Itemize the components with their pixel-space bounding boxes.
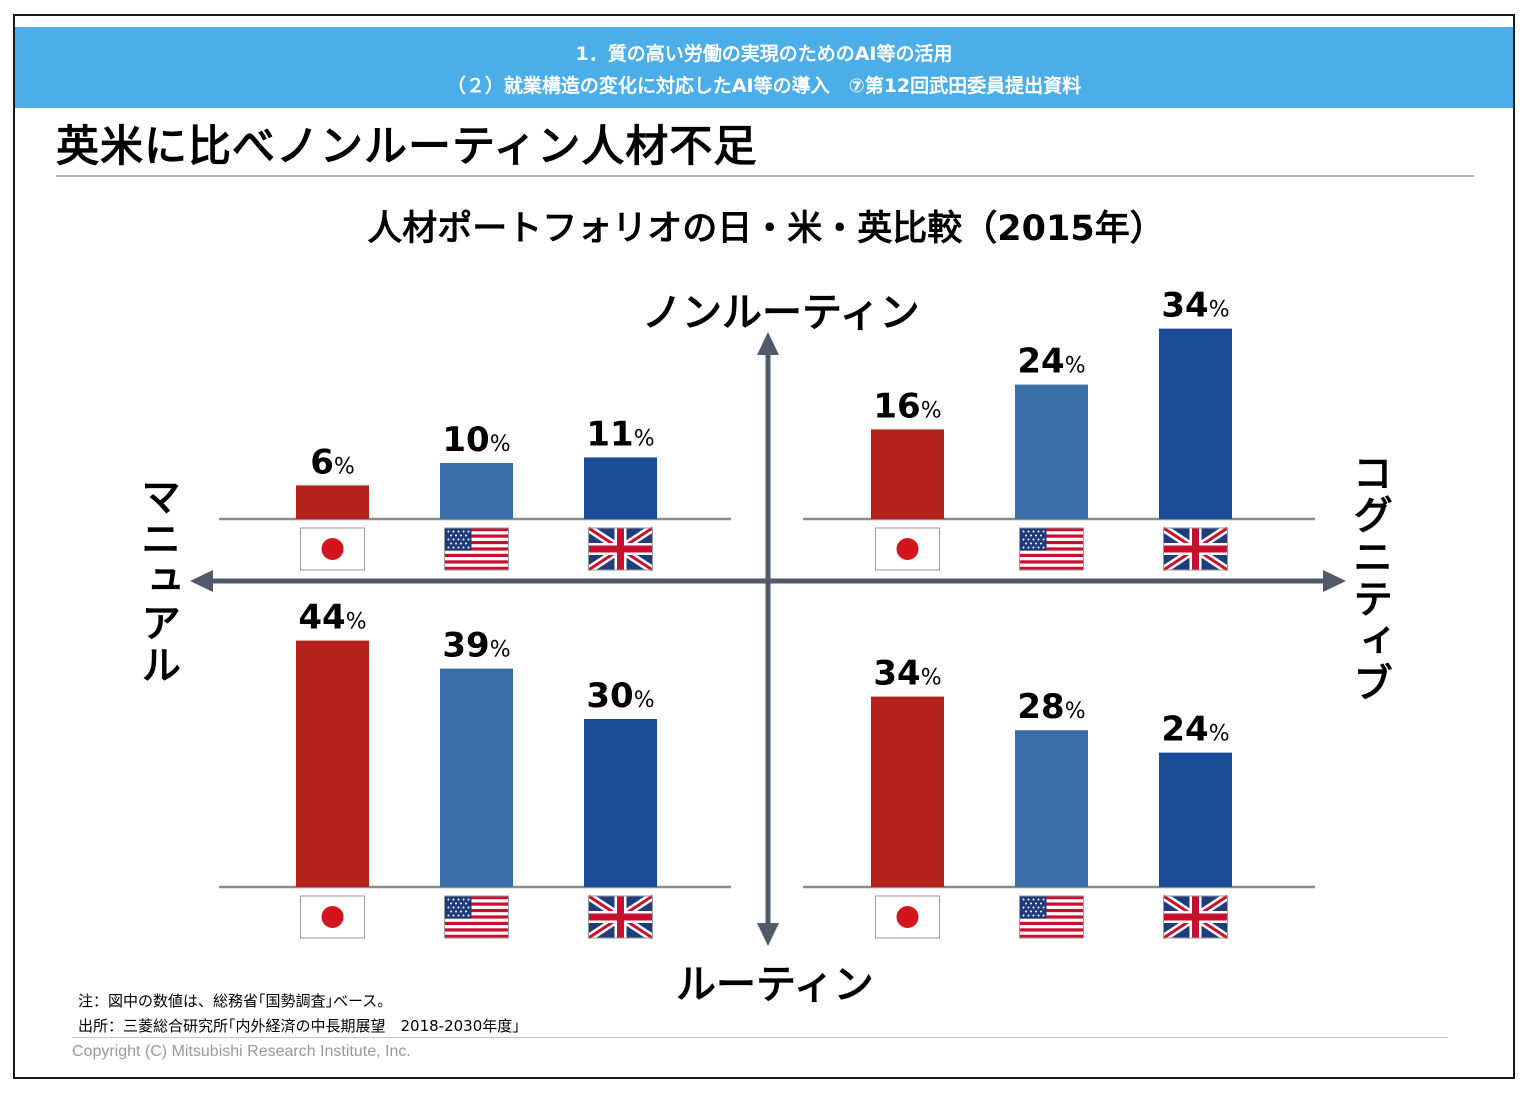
bar-nonroutine-cognitive-japan (871, 429, 944, 519)
page-title: 英米に比べノンルーティン人材不足 (56, 122, 758, 172)
data-label-nonroutine-cognitive-uk: 34% (1161, 286, 1229, 326)
bar-routine-manual-japan (296, 640, 369, 887)
japan-flag-icon (300, 527, 365, 571)
bar-routine-cognitive-usa (1015, 730, 1088, 887)
copyright: Copyright (C) Mitsubishi Research Instit… (72, 1043, 411, 1060)
bar-routine-cognitive-uk (1159, 752, 1232, 887)
japan-flag-icon (300, 895, 365, 939)
header-line-2: （２）就業構造の変化に対応したAI等の導入 ⑦第12回武田委員提出資料 (446, 75, 1082, 97)
data-label-nonroutine-manual-japan: 6% (310, 442, 355, 482)
data-label-routine-manual-japan: 44% (298, 598, 366, 638)
data-label-routine-cognitive-japan: 34% (873, 654, 941, 694)
bar-routine-manual-uk (584, 719, 657, 887)
bar-nonroutine-manual-usa (440, 463, 513, 519)
uk-flag-icon (1164, 528, 1228, 570)
data-label-nonroutine-cognitive-japan: 16% (873, 386, 941, 426)
footer-divider (72, 1037, 1448, 1038)
axis-arrow-up-icon (757, 332, 779, 355)
bar-nonroutine-cognitive-uk (1159, 328, 1232, 519)
axis-arrow-left-icon (190, 570, 213, 592)
bars-layer: 6% 10% 11% 16% 24% 34% 44% 39% 30% 34% 28% 24% (296, 286, 1232, 938)
bar-nonroutine-manual-japan (296, 485, 369, 519)
axis-arrow-right-icon (1323, 570, 1346, 592)
uk-flag-icon (589, 896, 653, 938)
usa-flag-icon (1019, 527, 1084, 571)
footnote: 注：図中の数値は、総務省｢国勢調査｣ベース。 (78, 992, 393, 1010)
usa-flag-icon (1019, 895, 1084, 939)
title-divider (56, 175, 1474, 177)
header-banner: 1．質の高い労働の実現のためのAI等の活用 （２）就業構造の変化に対応したAI等… (15, 27, 1513, 108)
bar-nonroutine-cognitive-usa (1015, 384, 1088, 519)
usa-flag-icon (444, 527, 509, 571)
data-label-routine-manual-usa: 39% (442, 626, 510, 666)
data-label-nonroutine-cognitive-usa: 24% (1017, 342, 1085, 382)
axis-label-right: コグニティブ (1346, 452, 1392, 704)
usa-flag-icon (444, 895, 509, 939)
axis-arrow-down-icon (757, 923, 779, 946)
axis-label-top: ノンルーティン (642, 290, 920, 336)
uk-flag-icon (589, 528, 653, 570)
bar-routine-manual-usa (440, 668, 513, 887)
axis-label-left: マニュアル (134, 476, 180, 686)
japan-flag-icon (875, 895, 940, 939)
source-note: 出所：三菱総合研究所｢内外経済の中長期展望 2018-2030年度｣ (78, 1017, 520, 1035)
chart-title: 人材ポートフォリオの日・米・英比較（2015年） (367, 209, 1165, 249)
bar-routine-cognitive-japan (871, 696, 944, 887)
header-line-1: 1．質の高い労働の実現のためのAI等の活用 (575, 43, 953, 65)
bar-nonroutine-manual-uk (584, 457, 657, 519)
data-label-nonroutine-manual-uk: 11% (586, 414, 654, 454)
uk-flag-icon (1164, 896, 1228, 938)
slide-frame (13, 14, 1515, 1079)
data-label-routine-cognitive-usa: 28% (1017, 687, 1085, 727)
japan-flag-icon (875, 527, 940, 571)
data-label-routine-cognitive-uk: 24% (1161, 710, 1229, 750)
axis-label-bottom: ルーティン (676, 962, 874, 1008)
data-label-routine-manual-uk: 30% (586, 676, 654, 716)
data-label-nonroutine-manual-usa: 10% (442, 420, 510, 460)
